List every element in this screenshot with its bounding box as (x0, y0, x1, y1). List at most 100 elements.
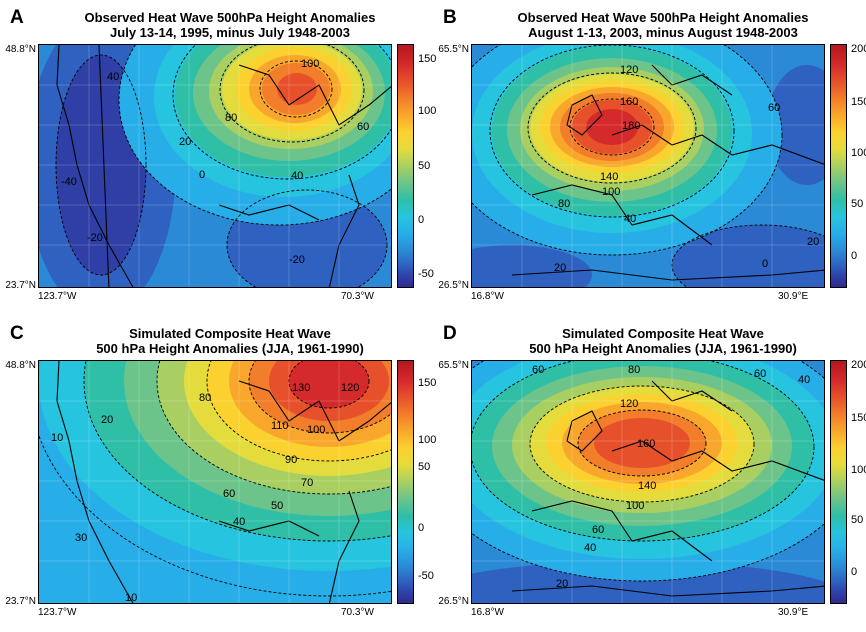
colorbar (397, 360, 414, 604)
panel-letter: A (10, 7, 24, 28)
contour-label: 100 (301, 58, 319, 70)
colorbar-tick: 50 (418, 160, 431, 172)
anomaly-map: 60 80 60 40 120 160 140 100 60 40 20 (471, 360, 825, 604)
contour-label: 20 (556, 578, 568, 590)
lat-bottom-label: 26.5°N (438, 280, 469, 291)
colorbar-tick: 150 (418, 377, 437, 389)
lat-top-label: 48.8°N (5, 44, 36, 55)
contour-label: 80 (628, 364, 640, 376)
contour-label: 40 (584, 542, 596, 554)
contour-label: 90 (285, 454, 297, 466)
lon-right-label: 70.3°W (341, 607, 374, 618)
contour-label: 180 (622, 120, 640, 132)
lat-top-label: 65.5°N (438, 44, 469, 55)
contour-label: 20 (807, 236, 819, 248)
colorbar-tick: -50 (418, 570, 434, 582)
contour-label: 40 (798, 374, 810, 386)
colorbar-tick: 200 (851, 359, 866, 371)
contour-label: 80 (558, 198, 570, 210)
contour-label: -20 (87, 232, 103, 244)
contour-label: 10 (51, 432, 63, 444)
lon-right-label: 30.9°E (778, 291, 809, 302)
lon-left-label: 123.7°W (38, 607, 77, 618)
panel-d: D Simulated Composite Heat Wave 500 hPa … (433, 316, 866, 632)
panel-c: C Simulated Composite Heat Wave 500 hPa … (0, 316, 437, 632)
panel-title-line1: Observed Heat Wave 500hPa Height Anomali… (84, 10, 376, 25)
contour-label: -40 (61, 176, 77, 188)
contour-label: 100 (602, 186, 620, 198)
contour-label: 40 (624, 213, 636, 225)
contour-label: 60 (754, 368, 766, 380)
contour-label: 0 (762, 258, 768, 270)
colorbar-tick: 50 (851, 198, 864, 210)
contour-label: 120 (620, 398, 638, 410)
contour-label: 40 (107, 71, 119, 83)
colorbar-tick: 200 (851, 43, 866, 55)
contour-label: 60 (357, 121, 369, 133)
lon-left-label: 16.8°W (471, 291, 504, 302)
lat-bottom-label: 23.7°N (5, 596, 36, 607)
colorbar-tick: 0 (418, 522, 425, 534)
lat-bottom-label: 26.5°N (438, 596, 469, 607)
contour-label: 20 (554, 262, 566, 274)
contour-label: 110 (271, 420, 289, 432)
colorbar (397, 44, 414, 288)
colorbar-tick: 0 (851, 250, 858, 262)
contour-label: 100 (626, 500, 644, 512)
contour-label: 40 (291, 170, 303, 182)
contour-label: 40 (233, 516, 245, 528)
colorbar-tick: 100 (851, 147, 866, 159)
colorbar-tick: 150 (418, 53, 437, 65)
anomaly-map: 100 80 60 40 40 20 0 -20 -20 -40 (38, 44, 392, 288)
anomaly-map: 130 120 110 100 90 80 70 60 50 40 30 20 … (38, 360, 392, 604)
contour-label: 50 (271, 500, 283, 512)
colorbar (830, 44, 847, 288)
contour-label: 70 (301, 477, 313, 489)
contour-label: 60 (592, 524, 604, 536)
anomaly-map: 120 160 180 60 140 100 80 40 20 0 20 (471, 44, 825, 288)
panel-title-line2: 500 hPa Height Anomalies (JJA, 1961-1990… (96, 341, 364, 356)
contour-label: 30 (75, 532, 87, 544)
contour-label: 160 (637, 438, 655, 450)
colorbar-tick: 150 (851, 412, 866, 424)
panel-title-line1: Observed Heat Wave 500hPa Height Anomali… (517, 10, 809, 25)
contour-label: 120 (620, 64, 638, 76)
contour-label: 60 (223, 488, 235, 500)
panel-letter: C (10, 323, 24, 344)
contour-label: 80 (225, 112, 237, 124)
contour-label: -20 (289, 254, 305, 266)
panel-b: B Observed Heat Wave 500hPa Height Anoma… (433, 0, 866, 316)
lon-right-label: 30.9°E (778, 607, 809, 618)
lon-left-label: 123.7°W (38, 291, 77, 302)
colorbar-tick: 0 (418, 214, 425, 226)
contour-label: 20 (101, 414, 113, 426)
colorbar-tick: 50 (851, 514, 864, 526)
contour-label: 120 (341, 382, 359, 394)
colorbar-tick: 150 (851, 96, 866, 108)
colorbar-tick: 100 (851, 464, 866, 476)
colorbar-tick: -50 (418, 268, 434, 280)
colorbar-tick: 50 (418, 461, 431, 473)
colorbar-tick: 100 (418, 105, 437, 117)
lat-top-label: 48.8°N (5, 360, 36, 371)
panel-title-line1: Simulated Composite Heat Wave (129, 326, 331, 341)
contour-label: 140 (638, 480, 656, 492)
contour-label: 10 (125, 592, 137, 604)
contour-label: 0 (199, 169, 205, 181)
panel-title-line2: 500 hPa Height Anomalies (JJA, 1961-1990… (529, 341, 797, 356)
colorbar-tick: 100 (418, 434, 437, 446)
panel-a: A Observed Heat Wave 500hPa Height Anoma… (0, 0, 437, 316)
contour-label: 80 (199, 392, 211, 404)
contour-label: 60 (768, 102, 780, 114)
contour-label: 160 (620, 96, 638, 108)
lon-left-label: 16.8°W (471, 607, 504, 618)
contour-label: 60 (532, 364, 544, 376)
colorbar-tick: 0 (851, 566, 858, 578)
panel-title-line2: August 1-13, 2003, minus August 1948-200… (528, 25, 798, 40)
contour-label: 20 (179, 136, 191, 148)
lon-right-label: 70.3°W (341, 291, 374, 302)
panel-title-line2: July 13-14, 1995, minus July 1948-2003 (110, 25, 350, 40)
lat-top-label: 65.5°N (438, 360, 469, 371)
contour-label: 130 (292, 382, 310, 394)
panel-letter: B (443, 7, 457, 28)
